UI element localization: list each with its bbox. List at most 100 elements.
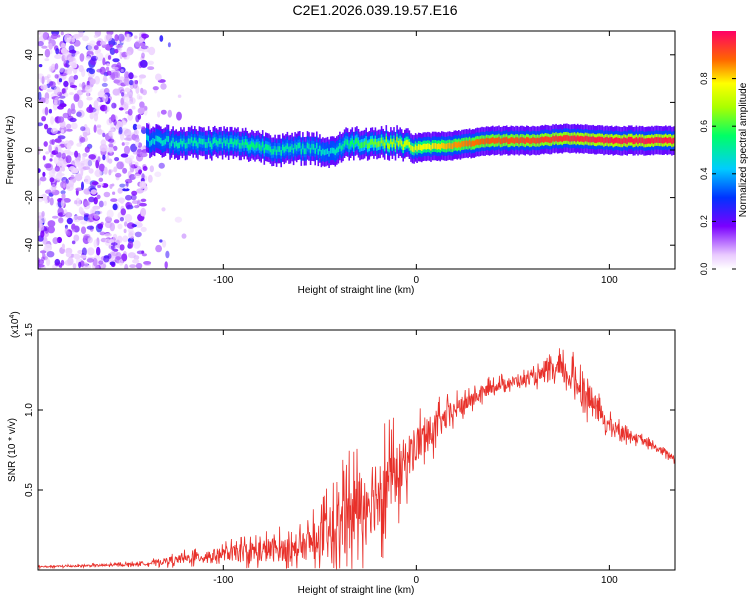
noise-cell xyxy=(41,211,45,218)
noise-cell xyxy=(59,95,66,99)
noise-cell xyxy=(113,166,118,173)
ridge-cell xyxy=(285,145,287,152)
noise-cell xyxy=(97,156,101,163)
ridge-cell xyxy=(490,137,493,144)
noise-cell xyxy=(148,46,156,56)
ridge-cell xyxy=(294,143,296,150)
ridge-cell xyxy=(280,150,282,156)
noise-cell xyxy=(104,104,108,114)
noise-cell xyxy=(108,138,115,143)
noise-cell xyxy=(61,166,66,172)
y-tick-label: -20 xyxy=(24,190,35,205)
noise-cell xyxy=(38,219,41,229)
ridge-cell xyxy=(399,138,401,145)
ridge-cell xyxy=(421,145,423,151)
noise-cell xyxy=(61,152,66,160)
noise-cell xyxy=(176,111,182,121)
ridge-cell xyxy=(614,137,616,144)
ridge-cell xyxy=(535,138,537,144)
ridge-cell xyxy=(308,143,310,150)
ridge-cell xyxy=(484,138,486,145)
noise-cell xyxy=(99,66,106,75)
noise-cell xyxy=(38,168,41,173)
ridge-cell xyxy=(487,138,489,144)
ridge-cell xyxy=(272,148,275,155)
noise-cell xyxy=(65,247,73,255)
noise-cell xyxy=(117,223,123,230)
noise-cell xyxy=(38,195,44,203)
ridge-cell xyxy=(640,137,642,144)
ridge-cell xyxy=(303,148,306,155)
ridge-cell xyxy=(186,142,188,149)
ridge-cell xyxy=(337,146,340,152)
noise-cell xyxy=(124,87,131,93)
noise-cell xyxy=(68,75,76,85)
ridge-cell xyxy=(201,139,204,145)
ridge-cell xyxy=(652,138,655,144)
ridge-cell xyxy=(357,140,360,147)
ridge-cell xyxy=(672,137,675,144)
noise-cell xyxy=(149,165,154,173)
ridge-cell xyxy=(552,135,554,142)
ridge-cell xyxy=(234,138,236,145)
noise-cell xyxy=(125,194,132,201)
colorbar: 0.0 0.2 0.4 0.6 0.8 Normalized spectral ampl… xyxy=(699,31,749,275)
noise-cell xyxy=(135,262,143,269)
figure-title: C2E1.2026.039.19.57.E16 xyxy=(292,2,457,18)
ridge-cell xyxy=(164,138,167,145)
noise-cell xyxy=(54,54,62,60)
ridge-cell xyxy=(566,135,568,141)
noise-cell xyxy=(44,198,49,204)
noise-cell xyxy=(48,81,54,86)
ridge-cell xyxy=(572,135,574,142)
ridge-cell xyxy=(592,136,594,142)
noise-cell xyxy=(117,33,125,42)
noise-cell xyxy=(113,119,117,126)
noise-cell xyxy=(47,220,56,228)
noise-cell xyxy=(177,94,182,98)
ridge-cell xyxy=(447,143,449,149)
noise-cell xyxy=(41,45,48,49)
noise-cell xyxy=(120,97,124,106)
ridge-cell xyxy=(278,146,281,152)
ridge-cell xyxy=(512,137,514,144)
ridge-cell xyxy=(425,143,428,150)
ridge-cell xyxy=(590,136,593,143)
ridge-cell xyxy=(309,147,312,154)
ridge-cell xyxy=(510,137,513,143)
noise-cell xyxy=(93,34,99,39)
ridge-cell xyxy=(149,141,151,147)
ridge-cell xyxy=(261,141,264,148)
noise-cell xyxy=(38,41,44,47)
ridge-cell xyxy=(322,148,324,155)
noise-cell xyxy=(115,172,122,178)
ridge-cell xyxy=(660,137,662,144)
noise-cell xyxy=(141,253,147,257)
noise-cell xyxy=(60,31,64,36)
ridge-cell xyxy=(345,138,347,145)
noise-cell xyxy=(147,60,154,65)
noise-cell xyxy=(94,213,100,220)
ridge-cell xyxy=(190,137,193,143)
ridge-cell xyxy=(224,140,227,146)
noise-cell xyxy=(112,233,118,241)
noise-cell xyxy=(128,79,134,86)
snr-x-label: Height of straight line (km) xyxy=(298,585,415,596)
noise-cell xyxy=(141,126,146,131)
noise-cell xyxy=(135,114,140,123)
noise-cell xyxy=(85,56,92,61)
noise-cell xyxy=(71,240,76,245)
noise-cell xyxy=(76,109,85,118)
noise-cell xyxy=(117,47,123,52)
noise-cell xyxy=(72,263,77,269)
noise-cell xyxy=(124,128,132,137)
noise-cell xyxy=(70,103,76,112)
noise-cell xyxy=(113,248,119,252)
ridge-cell xyxy=(376,142,378,148)
noise-cell xyxy=(50,33,58,40)
ridge-cell xyxy=(581,136,584,142)
noise-cell xyxy=(73,74,79,80)
noise-cell xyxy=(112,145,118,151)
noise-cell xyxy=(75,197,81,207)
noise-cell xyxy=(134,205,140,209)
